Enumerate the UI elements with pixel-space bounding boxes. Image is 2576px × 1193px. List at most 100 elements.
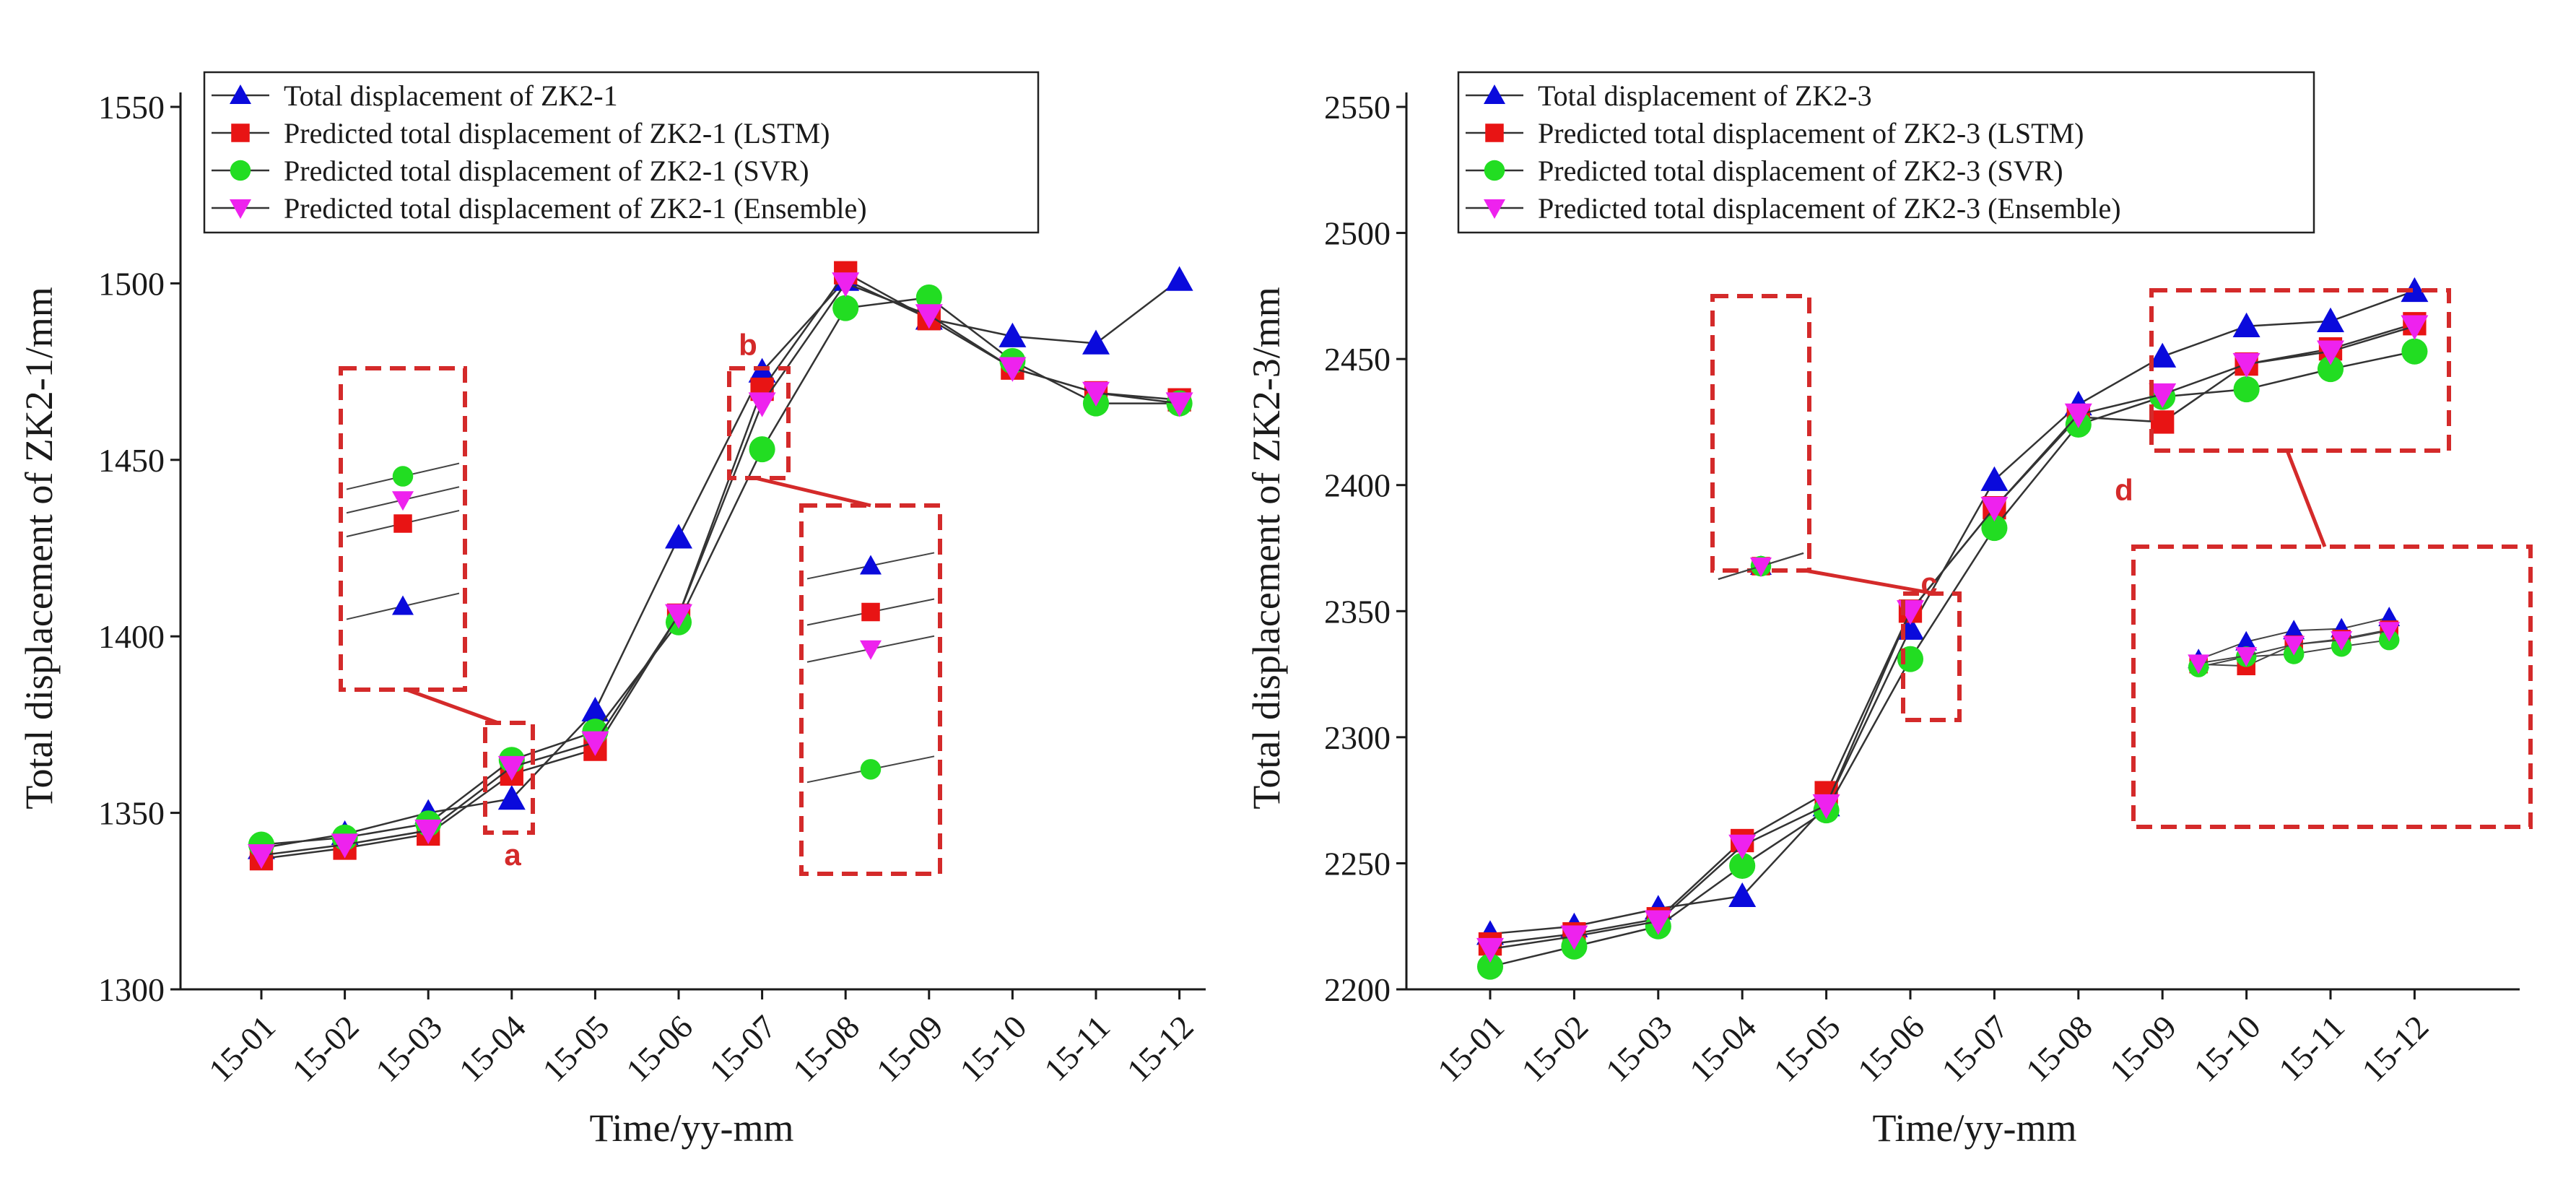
legend-box [203, 71, 1040, 234]
data-point [2401, 338, 2428, 365]
inset-data-point [2235, 630, 2258, 651]
callout-inset-box [1710, 294, 1811, 573]
inset-data-point [393, 514, 412, 533]
legend-item: Predicted total displacement of ZK2-1 (S… [212, 155, 809, 187]
series-line [1489, 325, 2415, 950]
data-point [581, 696, 609, 722]
legend-label: Total displacement of ZK2-1 [284, 79, 618, 112]
series-3 [1476, 315, 2429, 963]
legend-item: Predicted total displacement of ZK2-1 (L… [212, 117, 830, 149]
callout-a: a [339, 366, 535, 872]
legend-label: Predicted total displacement of ZK2-3 (S… [1538, 155, 2063, 187]
legend-marker [1484, 84, 1505, 104]
legend: Total displacement of ZK2-1 Predicted tot… [203, 71, 1040, 234]
y-tick-label: 2350 [1324, 593, 1391, 630]
y-tick-label: 1350 [98, 795, 165, 832]
series-line [261, 282, 1180, 856]
legend-marker [1484, 160, 1505, 181]
data-point [581, 731, 609, 756]
x-tick-label: 15-03 [368, 1008, 449, 1089]
data-point [1981, 515, 2008, 542]
callout-link-line [754, 476, 871, 508]
x-tick-label: 15-05 [1767, 1008, 1848, 1089]
callout-link-line [406, 687, 499, 725]
inset-data-point [392, 466, 414, 487]
legend-marker [1484, 199, 1505, 219]
callout-label: b [739, 328, 757, 362]
callout-inset-box [2131, 545, 2533, 829]
callout-label: d [2115, 473, 2133, 507]
data-point [1082, 329, 1110, 355]
legend-marker [1485, 123, 1504, 142]
inset-series-3 [1718, 552, 1804, 580]
x-tick-label: 15-04 [452, 1008, 533, 1089]
x-tick-label: 15-09 [869, 1008, 950, 1089]
y-tick-label: 1550 [98, 89, 165, 126]
callout-label: c [1920, 566, 1937, 600]
data-point [2233, 376, 2260, 403]
inset-data-point [2235, 647, 2258, 667]
inset-data-point [2378, 622, 2401, 642]
x-tick-label: 15-06 [619, 1008, 700, 1089]
data-point [1165, 266, 1193, 291]
inset-series-3 [806, 635, 935, 663]
legend: Total displacement of ZK2-3 Predicted tot… [1457, 71, 2315, 234]
series-line [1489, 323, 2415, 945]
data-point [1812, 794, 1840, 820]
legend-marker [230, 199, 251, 219]
series-line [261, 272, 1180, 860]
x-tick-label: 15-12 [1120, 1008, 1201, 1089]
legend-item: Predicted total displacement of ZK2-3 (S… [1466, 155, 2063, 187]
y-axis-title: Total displacement of ZK2-3/mm [1245, 287, 1288, 810]
data-point [1980, 496, 2009, 522]
data-point [915, 284, 942, 311]
x-axis-title: Time/yy-mm [589, 1106, 793, 1150]
x-tick-label: 15-02 [285, 1008, 366, 1089]
data-point [2064, 403, 2092, 428]
data-point [748, 392, 776, 417]
callout-inset-box [339, 366, 467, 692]
inset-series-3 [2188, 622, 2401, 674]
data-point [915, 304, 943, 329]
y-tick-label: 1300 [98, 971, 165, 1008]
x-tick-label: 15-02 [1515, 1008, 1596, 1089]
data-point [1560, 925, 1588, 950]
series-3 [248, 272, 1193, 869]
inset-data-point [392, 595, 414, 615]
y-tick-label: 2300 [1324, 719, 1391, 756]
callout-label: a [504, 838, 521, 872]
data-point [1165, 392, 1193, 417]
callout-link-line [1804, 568, 1936, 596]
callout-inset-box [799, 503, 942, 876]
inset-data-point [392, 491, 414, 511]
x-tick-label: 15-01 [1430, 1008, 1511, 1089]
y-tick-label: 1500 [98, 265, 165, 302]
y-tick-label: 2500 [1324, 215, 1391, 252]
inset-data-point [860, 555, 882, 575]
legend-item: Predicted total displacement of ZK2-3 (L… [1466, 117, 2084, 149]
inset-series-0 [806, 552, 935, 580]
data-point [2149, 383, 2177, 409]
legend-label: Predicted total displacement of ZK2-3 (L… [1538, 117, 2084, 149]
legend-item: Predicted total displacement of ZK2-3 (E… [1466, 192, 2121, 225]
legend-item: Total displacement of ZK2-3 [1466, 79, 1872, 112]
x-tick-label: 15-01 [201, 1008, 282, 1089]
data-point [2149, 342, 2177, 368]
x-tick-label: 15-09 [2102, 1008, 2183, 1089]
x-tick-label: 15-07 [1935, 1008, 2016, 1089]
series-0 [248, 266, 1193, 859]
x-tick-label: 15-07 [702, 1008, 783, 1089]
legend-marker [230, 160, 251, 181]
data-point [665, 524, 692, 549]
data-point [2317, 340, 2344, 365]
callout-d: d [2115, 288, 2533, 829]
legend-marker [231, 123, 250, 142]
inset-series-0 [346, 592, 460, 620]
x-tick-label: 15-11 [2271, 1008, 2351, 1088]
data-point [414, 819, 443, 845]
inset-data-point [860, 640, 882, 660]
inset-data-point [2331, 631, 2353, 651]
data-point [2401, 277, 2429, 303]
